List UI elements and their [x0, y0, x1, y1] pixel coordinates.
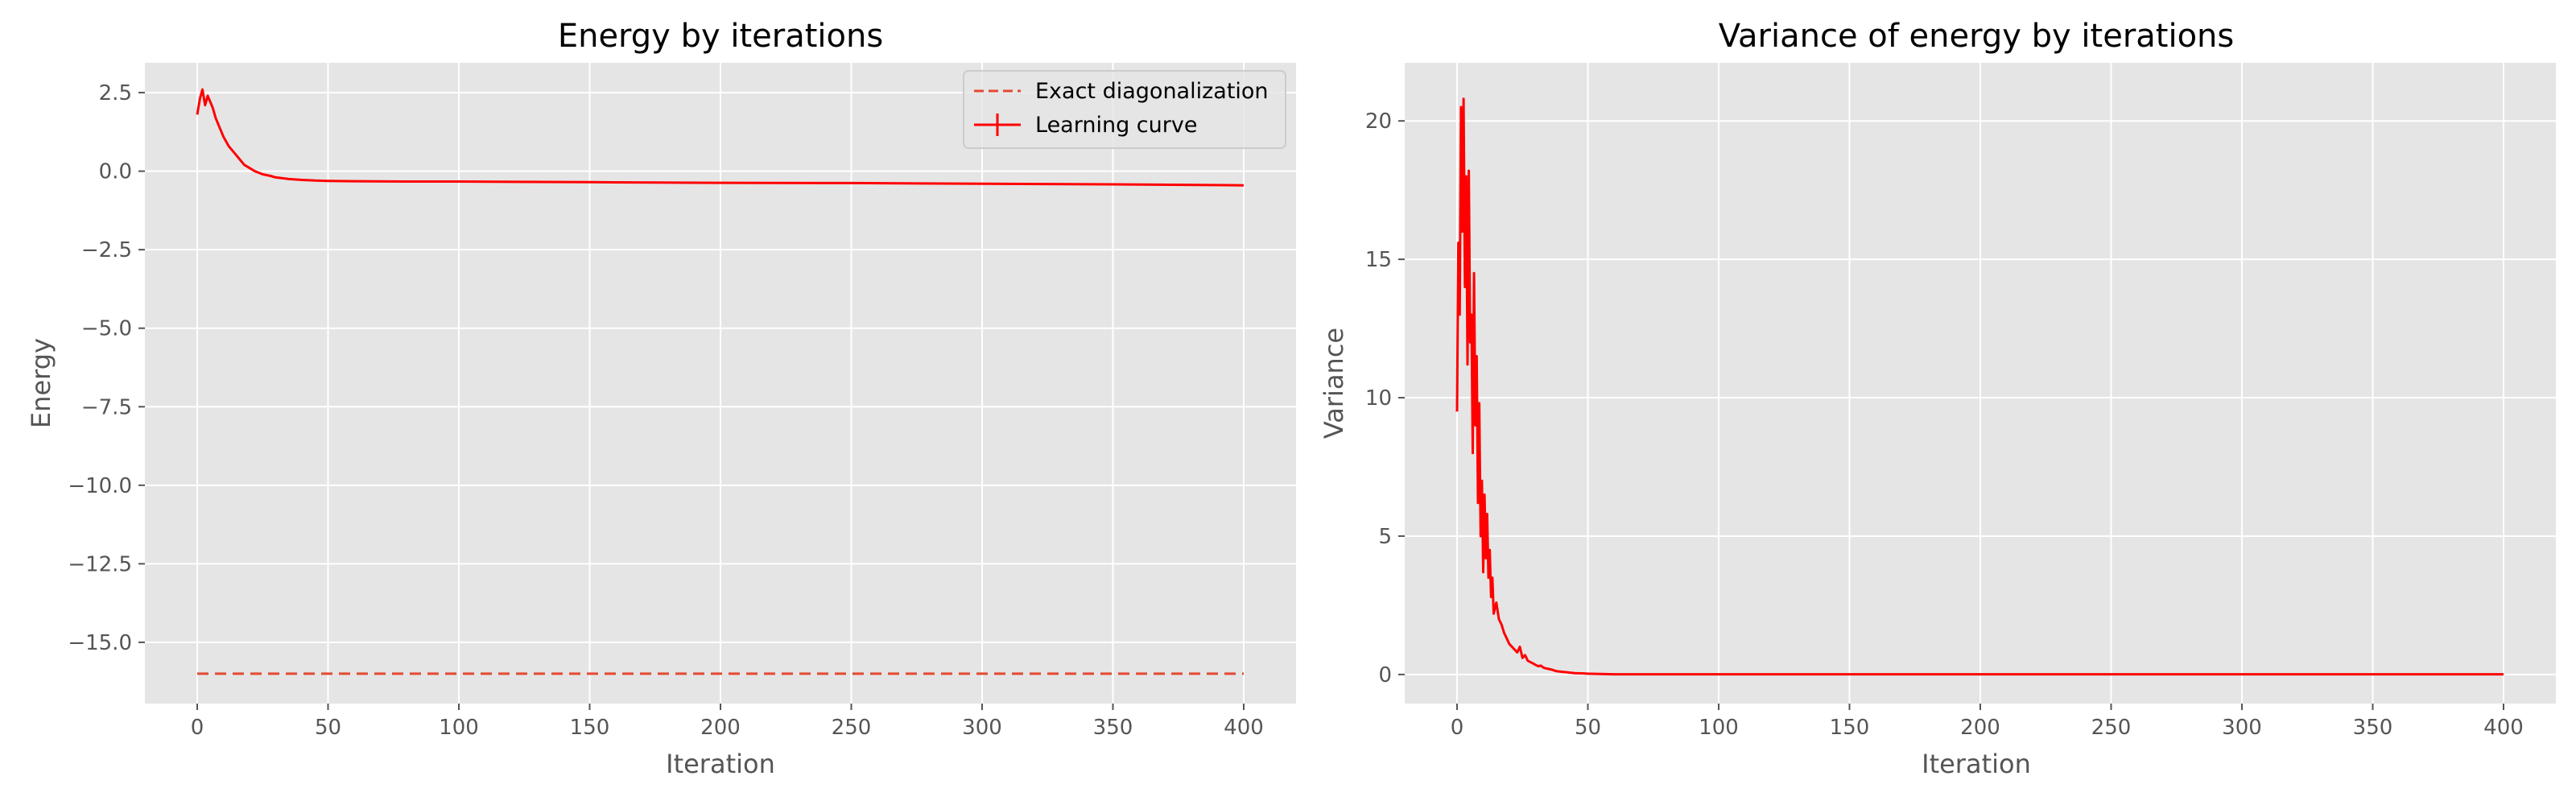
grid — [145, 63, 1296, 704]
y-ticks: 2.5 0.0 −2.5 −5.0 −7.5 −10.0 −12.5 −15.0 — [68, 81, 145, 655]
x-tick-label: 0 — [1451, 716, 1464, 740]
x-tick-label: 50 — [1575, 716, 1601, 740]
x-tick-label: 300 — [2222, 716, 2262, 740]
x-tick-label: 200 — [1960, 716, 2000, 740]
x-tick-label: 400 — [2483, 716, 2524, 740]
x-axis-label: Iteration — [1922, 749, 2031, 779]
energy-chart: Energy by iterations 0 50 100 150 200 250 300 3… — [26, 18, 1296, 779]
x-tick-label: 250 — [2091, 716, 2132, 740]
x-axis-label: Iteration — [666, 749, 775, 779]
series-learning-curve — [196, 88, 1245, 187]
y-tick-label: 5 — [1378, 525, 1392, 549]
x-tick-label: 100 — [1699, 716, 1739, 740]
x-tick-label: 150 — [1830, 716, 1870, 740]
x-tick-label: 100 — [439, 716, 479, 740]
chart-title: Energy by iterations — [558, 18, 883, 55]
y-axis-label: Variance — [1319, 328, 1349, 439]
x-tick-label: 250 — [832, 716, 872, 740]
y-tick-label: 0 — [1378, 663, 1392, 687]
series-layer — [1455, 97, 2504, 676]
x-tick-label: 400 — [1224, 716, 1264, 740]
x-tick-label: 350 — [2353, 716, 2393, 740]
y-tick-label: −7.5 — [81, 395, 132, 419]
x-tick-label: 50 — [315, 716, 341, 740]
y-tick-label: 10 — [1365, 386, 1392, 411]
series-layer — [196, 88, 1245, 675]
y-axis-label: Energy — [26, 338, 56, 428]
y-tick-label: 20 — [1365, 109, 1392, 134]
y-ticks: 0 5 10 15 20 — [1365, 109, 1405, 687]
y-tick-label: 2.5 — [99, 81, 132, 105]
variance-chart: Variance of energy by iterations 0 50 100 1… — [1319, 18, 2556, 779]
legend-label-learning: Learning curve — [1035, 113, 1197, 138]
legend-box — [963, 70, 1286, 149]
x-ticks: 0 50 100 150 200 250 300 350 400 — [1451, 704, 2524, 740]
x-tick-label: 300 — [962, 716, 1002, 740]
y-tick-label: −10.0 — [68, 474, 132, 498]
x-ticks: 0 50 100 150 200 250 300 350 400 — [191, 704, 1264, 740]
y-tick-label: −15.0 — [68, 631, 132, 655]
y-tick-label: −2.5 — [81, 238, 132, 262]
x-tick-label: 150 — [570, 716, 610, 740]
legend-label-exact: Exact diagonalization — [1035, 79, 1269, 104]
series-line — [1455, 97, 2504, 676]
x-tick-label: 350 — [1093, 716, 1133, 740]
x-tick-label: 0 — [191, 716, 204, 740]
y-tick-label: 0.0 — [99, 160, 132, 184]
y-tick-label: −12.5 — [68, 552, 132, 576]
y-tick-label: 15 — [1365, 248, 1392, 272]
x-tick-label: 200 — [700, 716, 741, 740]
y-tick-label: −5.0 — [81, 317, 132, 341]
chart-title: Variance of energy by iterations — [1719, 18, 2234, 55]
legend: Exact diagonalization Learning curve — [963, 70, 1286, 149]
